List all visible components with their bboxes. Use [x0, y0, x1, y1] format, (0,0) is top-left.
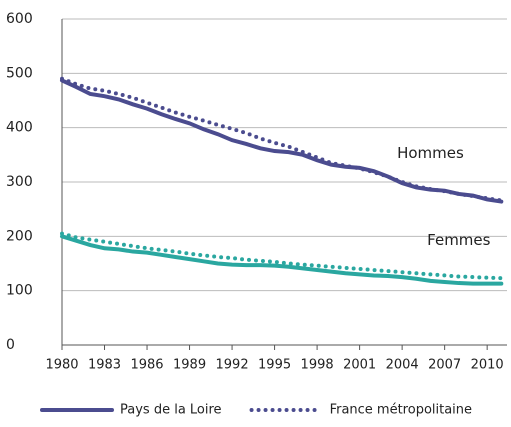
y-tick-label: 600 [6, 11, 33, 27]
y-tick-label: 500 [6, 65, 33, 81]
legend-label: France métropolitaine [330, 403, 472, 418]
annotation: Femmes [427, 231, 490, 249]
series-line [60, 234, 504, 286]
x-tick-label: 1980 [45, 358, 78, 373]
x-tick-label: 2010 [471, 358, 504, 373]
series-line [60, 78, 504, 204]
x-tick-label: 2004 [386, 358, 419, 373]
x-tick-label: 1986 [130, 358, 163, 373]
x-tick-label: 1995 [258, 358, 291, 373]
y-tick-label: 400 [6, 120, 33, 136]
y-tick-label: 200 [6, 228, 33, 244]
y-tick-label: 300 [6, 174, 33, 190]
x-tick-label: 2007 [428, 358, 461, 373]
x-tick-label: 2001 [343, 358, 376, 373]
x-tick-label: 1992 [216, 358, 249, 373]
x-tick-label: 1998 [301, 358, 334, 373]
legend-label: Pays de la Loire [120, 403, 222, 418]
x-tick-label: 1983 [88, 358, 121, 373]
y-tick-label: 0 [6, 337, 15, 353]
x-tick-label: 1989 [173, 358, 206, 373]
y-tick-label: 100 [6, 283, 33, 299]
annotation: Hommes [397, 144, 464, 162]
series-line [60, 76, 504, 203]
